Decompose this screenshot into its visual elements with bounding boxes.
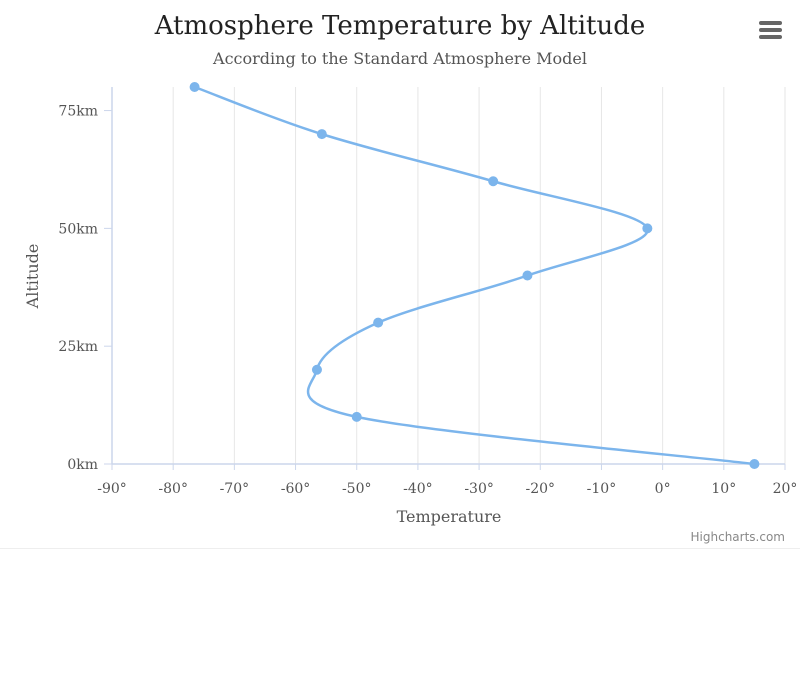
x-tick-label: 10° (711, 481, 736, 497)
chart-title: Atmosphere Temperature by Altitude (154, 11, 646, 41)
x-tick-label: -90° (97, 481, 127, 497)
x-tick-label: 0° (655, 481, 671, 497)
data-point[interactable] (373, 317, 384, 328)
y-tick-label: 25km (58, 339, 98, 355)
series-line (193, 85, 756, 466)
chart-container: Atmosphere Temperature by Altitude Accor… (0, 11, 800, 549)
y-axis-title: Altitude (23, 244, 42, 310)
x-axis-title: Temperature (397, 507, 502, 526)
y-tick-label: 0km (67, 457, 98, 473)
series-group (189, 82, 760, 469)
data-point[interactable] (642, 223, 653, 234)
data-point[interactable] (189, 82, 200, 92)
x-tick-label: -50° (342, 481, 372, 497)
x-tick-label: -80° (158, 481, 188, 497)
x-tick-label: -40° (403, 481, 433, 497)
chart-subtitle: According to the Standard Atmosphere Mod… (212, 49, 587, 68)
grid-lines (172, 87, 786, 464)
x-tick-label: -30° (464, 481, 494, 497)
chart-menu-button[interactable] (752, 14, 788, 48)
data-point[interactable] (351, 411, 362, 422)
x-tick-label: -10° (587, 481, 617, 497)
x-tick-label: -70° (220, 481, 250, 497)
data-point[interactable] (311, 364, 322, 375)
axes: -90° -80° -70° -60° -50° -40° -30° -20° -10° 0° 10… (58, 87, 797, 497)
x-tick-label: -60° (281, 481, 311, 497)
y-tick-label: 50km (58, 221, 98, 237)
x-tick-label: 20° (773, 481, 798, 497)
data-point[interactable] (316, 129, 327, 140)
data-point[interactable] (488, 176, 499, 187)
hamburger-menu-icon (759, 21, 782, 39)
data-point[interactable] (522, 270, 533, 281)
y-tick-label: 75km (58, 104, 98, 120)
credits-link[interactable]: Highcharts.com (691, 530, 785, 544)
x-tick-label: -20° (525, 481, 555, 497)
chart-svg: Atmosphere Temperature by Altitude Accor… (23, 11, 797, 544)
data-point[interactable] (749, 459, 760, 469)
